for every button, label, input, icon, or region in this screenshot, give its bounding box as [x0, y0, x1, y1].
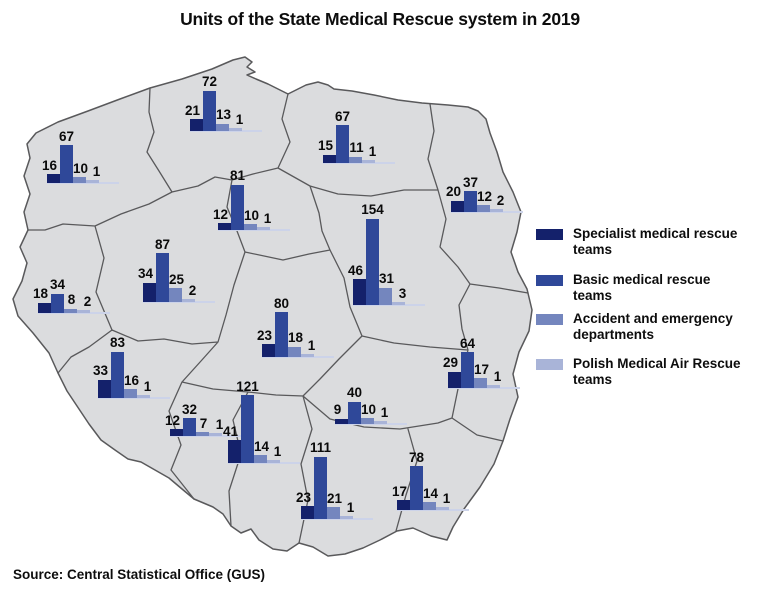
legend-item-air-rescue: Polish Medical Air Rescue teams: [536, 356, 742, 389]
poland-outline: [12, 56, 533, 557]
legend-item-specialist: Specialist medical rescue teams: [536, 226, 742, 259]
legend-label: Basic medical rescue teams: [573, 272, 711, 304]
legend: Specialist medical rescue teams Basic me…: [536, 218, 742, 398]
accident-swatch-icon: [536, 314, 563, 325]
specialist-swatch-icon: [536, 229, 563, 240]
legend-label: Polish Medical Air Rescue teams: [573, 356, 741, 388]
air-rescue-swatch-icon: [536, 359, 563, 370]
legend-label: Specialist medical rescue teams: [573, 226, 738, 258]
basic-swatch-icon: [536, 275, 563, 286]
legend-item-accident: Accident and emergency departments: [536, 311, 742, 344]
source-note: Source: Central Statistical Office (GUS): [13, 567, 266, 582]
chart-title: Units of the State Medical Rescue system…: [180, 9, 580, 29]
legend-label: Accident and emergency departments: [573, 311, 733, 343]
legend-item-basic: Basic medical rescue teams: [536, 272, 742, 305]
